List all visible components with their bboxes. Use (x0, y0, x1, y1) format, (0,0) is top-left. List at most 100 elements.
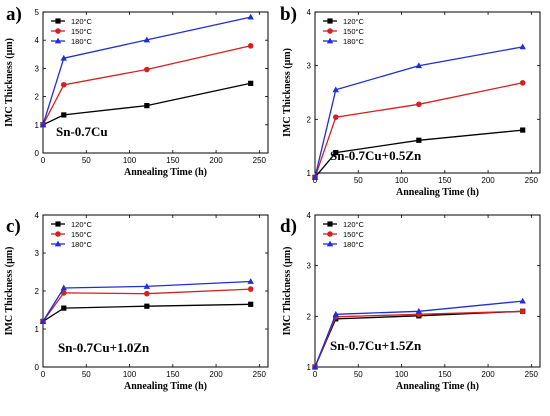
legend-label: 150°C (343, 230, 365, 239)
composition-annotation: Sn-0.7Cu+1.5Zn (330, 338, 422, 353)
data-point (143, 283, 151, 289)
x-tick-label: 150 (438, 370, 452, 379)
data-point (333, 150, 339, 156)
panel-letter: a) (6, 4, 22, 25)
data-point (247, 13, 254, 20)
x-axis-label: Annealing Time (h) (396, 381, 479, 392)
series-line-3 (42, 280, 251, 322)
x-tick-label: 250 (525, 370, 539, 379)
x-tick-label: 0 (313, 176, 318, 185)
data-point (60, 81, 67, 88)
data-point (61, 112, 67, 118)
chart-panel-2: 0 50 100 150 200 250 1 2 3 4 Annealing Time (h) IMC… (280, 4, 541, 198)
series-line-2 (42, 45, 251, 126)
legend-label: 180°C (71, 37, 93, 46)
x-tick-label: 150 (166, 370, 180, 379)
y-tick-label: 3 (35, 64, 40, 73)
series-line-2 (42, 288, 251, 322)
chart-panel-1: 0 50 100 150 200 250 0 1 2 3 4 5 Annealing Time (h) I… (4, 4, 269, 178)
y-tick-label: 2 (307, 115, 312, 124)
y-tick-label: 0 (35, 149, 40, 158)
data-point (416, 101, 422, 108)
panel-letter: c) (6, 216, 21, 237)
data-point (519, 297, 526, 304)
y-tick-label: 3 (307, 262, 312, 271)
x-tick-label: 150 (438, 176, 452, 185)
x-tick-label: 0 (41, 156, 46, 165)
data-point (519, 43, 526, 50)
data-point (144, 303, 150, 309)
legend-label: 180°C (343, 240, 365, 249)
data-point (247, 278, 254, 284)
x-tick-label: 250 (253, 370, 267, 379)
plot-frame (314, 11, 541, 174)
data-point (415, 307, 423, 314)
y-axis-label: IMC Thickness (μm) (4, 247, 15, 336)
data-point (332, 310, 339, 317)
y-tick-label: 4 (35, 211, 40, 220)
y-tick-label: 1 (35, 325, 40, 334)
data-point (61, 305, 67, 311)
data-point (39, 318, 47, 324)
y-tick-label: 0 (35, 363, 40, 372)
x-tick-label: 50 (82, 156, 91, 165)
y-axis-label: IMC Thickness (μm) (282, 48, 293, 137)
chart-panel-3: 0 50 100 150 200 250 0 1 2 3 4 Annealing Time (h) IM… (4, 211, 269, 392)
composition-annotation: Sn-0.7Cu (56, 124, 108, 139)
plot-frame (42, 11, 269, 154)
y-tick-label: 4 (35, 36, 40, 45)
data-point (60, 284, 67, 291)
composition-annotation: Sn-0.7Cu+1.0Zn (58, 340, 150, 355)
legend-marker (54, 240, 62, 247)
y-tick-label: 3 (35, 249, 40, 258)
legend-label: 120°C (71, 220, 93, 229)
data-point (415, 62, 423, 69)
x-tick-label: 200 (481, 370, 495, 379)
legend-marker (327, 28, 333, 34)
legend-marker (327, 18, 333, 24)
data-point (144, 66, 150, 73)
x-tick-label: 100 (123, 156, 137, 165)
legend-marker (327, 231, 333, 237)
legend-label: 150°C (343, 27, 365, 36)
series-line-1 (42, 82, 251, 126)
legend-label: 120°C (343, 17, 365, 26)
series-line-3 (314, 46, 523, 178)
y-axis-label: IMC Thickness (μm) (4, 38, 15, 127)
x-axis-label: Annealing Time (h) (124, 167, 207, 178)
x-tick-label: 100 (395, 370, 409, 379)
y-tick-label: 3 (307, 62, 312, 71)
x-tick-label: 150 (166, 156, 180, 165)
legend-label: 180°C (343, 37, 365, 46)
chart-panel-4: 0 50 100 150 200 250 1 2 3 4 Annealing Time (h) IMC… (280, 211, 541, 392)
x-tick-label: 50 (354, 176, 363, 185)
y-tick-label: 4 (307, 8, 312, 17)
data-point (247, 286, 254, 292)
y-axis-label: IMC Thickness (μm) (282, 247, 293, 336)
y-tick-label: 2 (35, 287, 40, 296)
x-tick-label: 100 (123, 370, 137, 379)
data-point (520, 127, 526, 133)
x-tick-label: 100 (395, 176, 409, 185)
series-line-3 (314, 300, 523, 368)
panel-letter: d) (280, 216, 297, 237)
legend-marker (55, 231, 61, 237)
legend-marker (326, 37, 334, 44)
x-tick-label: 50 (354, 370, 363, 379)
x-tick-label: 200 (209, 370, 223, 379)
x-axis-label: Annealing Time (h) (124, 381, 207, 392)
data-point (332, 114, 339, 120)
legend-marker (55, 221, 61, 227)
legend-label: 150°C (71, 230, 93, 239)
series-line-1 (314, 129, 523, 178)
composition-annotation: Sn-0.7Cu+0.5Zn (330, 148, 422, 163)
data-point (247, 43, 254, 49)
data-point (39, 121, 47, 128)
data-point (60, 54, 67, 61)
y-tick-label: 1 (307, 169, 312, 178)
y-tick-label: 2 (35, 93, 40, 102)
x-tick-label: 0 (313, 370, 318, 379)
data-point (416, 137, 422, 143)
x-tick-label: 250 (253, 156, 267, 165)
legend-label: 150°C (71, 27, 93, 36)
